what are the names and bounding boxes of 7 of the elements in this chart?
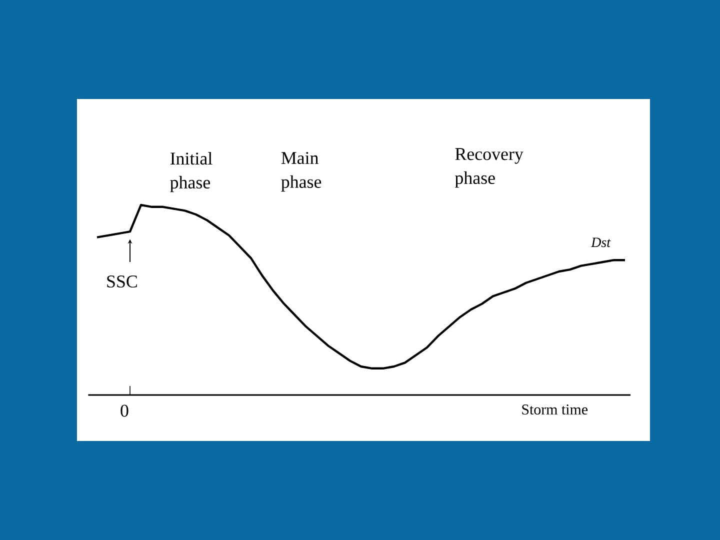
annotation: SSC bbox=[107, 275, 137, 288]
text: 0 bbox=[120, 404, 128, 417]
series-label: Dst bbox=[590, 238, 611, 248]
text: Initial phase bbox=[170, 152, 212, 192]
text: Recovery phase bbox=[454, 148, 524, 188]
x-axis-title: Storm time bbox=[522, 404, 588, 415]
text: Main phase bbox=[281, 152, 322, 192]
